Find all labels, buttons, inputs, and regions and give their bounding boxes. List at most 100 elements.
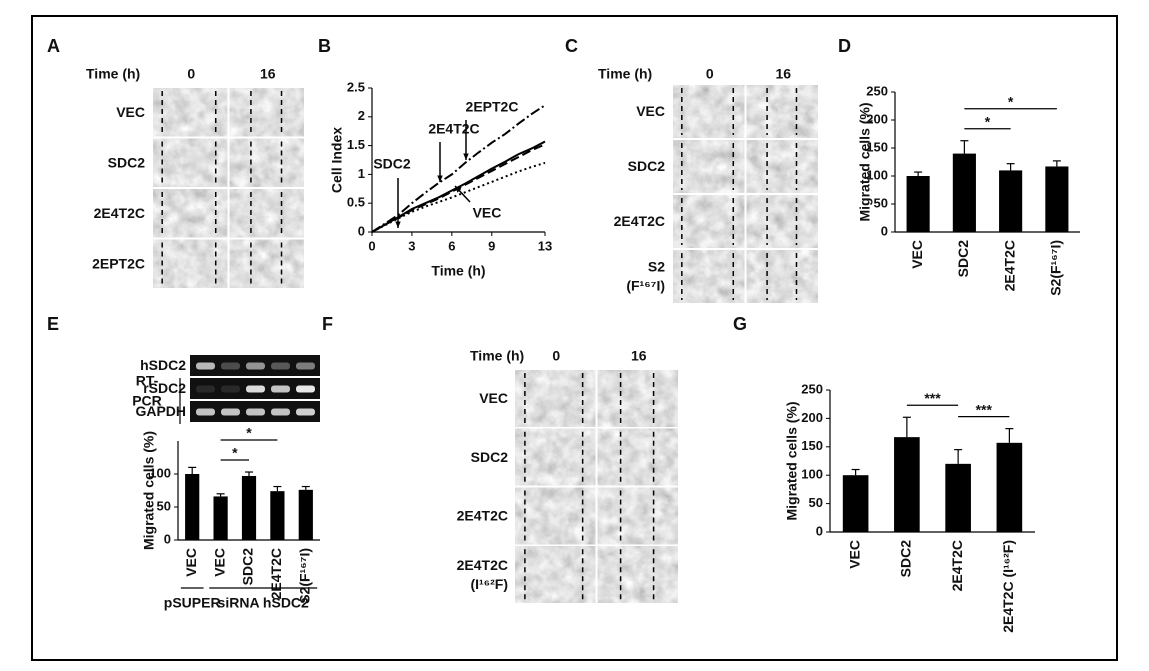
row-label: 2E4T2C: [94, 205, 145, 221]
x-tick-label: 2E4T2C: [949, 540, 965, 591]
x-tick-label: 2E4T2C (I¹⁶²F): [1000, 540, 1016, 633]
time-point: 16: [260, 66, 276, 82]
x-tick-label: 9: [488, 238, 495, 253]
micrograph: [514, 486, 597, 545]
bar: [185, 474, 200, 540]
gel-band: [271, 385, 290, 393]
x-tick-label: VEC: [909, 240, 925, 269]
micrograph: [745, 84, 819, 139]
y-tick-label: 0: [816, 523, 823, 538]
x-tick-label: S2(F¹⁶⁷I): [297, 548, 313, 604]
gel-band: [246, 385, 265, 393]
x-tick-label: 2E4T2C: [268, 548, 284, 599]
bar: [945, 463, 971, 532]
x-tick-label: 3: [408, 238, 415, 253]
x-axis-label: Time (h): [431, 263, 485, 279]
bar: [298, 489, 313, 540]
significance-label: *: [232, 445, 238, 461]
x-tick-label: VEC: [211, 548, 227, 577]
series-line: [371, 161, 546, 233]
series-label: 2E4T2C: [428, 121, 479, 137]
row-label: VEC: [116, 104, 145, 120]
y-tick-label: 100: [149, 465, 171, 480]
x-tick-label: S2(F¹⁶⁷I): [1048, 240, 1064, 296]
arrow-head: [437, 175, 443, 182]
micrograph: [596, 428, 679, 487]
y-tick-label: 2: [358, 108, 365, 123]
gel-band: [196, 362, 215, 370]
time-point: 0: [187, 66, 195, 82]
micrograph: [745, 194, 819, 249]
series-label: SDC2: [373, 156, 411, 172]
gel-band: [296, 362, 315, 370]
row-label: VEC: [479, 390, 508, 406]
row-label: SDC2: [471, 449, 509, 465]
x-tick-label: VEC: [183, 548, 199, 577]
y-axis-label: Migrated cells (%): [784, 401, 800, 520]
micrograph: [672, 249, 746, 304]
time-label: Time (h): [86, 66, 140, 82]
x-tick-label: SDC2: [240, 548, 256, 586]
gel-band: [271, 408, 290, 416]
time-point: 16: [631, 348, 647, 364]
gel-band: [296, 385, 315, 393]
panel-letter: B: [318, 36, 331, 56]
gel-band: [271, 362, 290, 370]
micrograph: [672, 84, 746, 139]
gel-band: [221, 408, 240, 416]
x-tick-label: 13: [538, 238, 552, 253]
micrograph: [228, 137, 305, 188]
panel-letter: D: [838, 36, 851, 56]
gel-row-label: rSDC2: [143, 380, 186, 396]
panel-letter: G: [733, 314, 747, 334]
significance-label: *: [246, 425, 252, 441]
row-label: S2: [648, 259, 665, 275]
y-tick-label: 150: [866, 139, 888, 154]
gel-row-label: hSDC2: [140, 357, 186, 373]
y-axis-label: Migrated cells (%): [141, 431, 157, 550]
bar: [213, 496, 228, 540]
y-tick-label: 50: [874, 195, 888, 210]
panel-letter: A: [47, 36, 60, 56]
y-tick-label: 50: [157, 498, 171, 513]
micrograph: [228, 188, 305, 239]
y-tick-label: 0.5: [347, 195, 365, 210]
bar: [996, 442, 1023, 532]
series-label: VEC: [473, 205, 502, 221]
row-label: (F¹⁶⁷I): [626, 278, 665, 294]
row-label: 2E4T2C: [457, 557, 508, 573]
x-tick-label: 0: [368, 238, 375, 253]
bar: [1045, 166, 1069, 232]
bar: [894, 437, 920, 532]
y-tick-label: 250: [866, 83, 888, 98]
arrow-head: [395, 221, 401, 228]
micrograph: [596, 545, 679, 604]
time-point: 0: [706, 66, 714, 82]
row-label: 2E4T2C: [457, 508, 508, 524]
bar: [999, 170, 1023, 232]
gel-band: [246, 408, 265, 416]
x-tick-label: VEC: [846, 540, 862, 569]
time-label: Time (h): [598, 66, 652, 82]
micrograph: [745, 249, 819, 304]
y-tick-label: 0: [881, 223, 888, 238]
micrograph: [514, 428, 597, 487]
micrograph: [672, 194, 746, 249]
row-label: SDC2: [628, 158, 666, 174]
y-tick-label: 200: [801, 410, 823, 425]
micrograph: [228, 87, 305, 138]
x-tick-label: SDC2: [955, 240, 971, 278]
arrow-head: [455, 186, 462, 193]
y-tick-label: 100: [866, 167, 888, 182]
y-tick-label: 2.5: [347, 79, 365, 94]
panel-letter: E: [47, 314, 59, 334]
x-tick-label: SDC2: [898, 540, 914, 578]
micrograph: [596, 369, 679, 428]
row-label: VEC: [636, 103, 665, 119]
micrograph: [514, 369, 597, 428]
group-label: pSUPER: [164, 595, 221, 611]
series-label: 2EPT2C: [466, 99, 519, 115]
y-tick-label: 50: [809, 495, 823, 510]
gel-band: [196, 385, 215, 393]
